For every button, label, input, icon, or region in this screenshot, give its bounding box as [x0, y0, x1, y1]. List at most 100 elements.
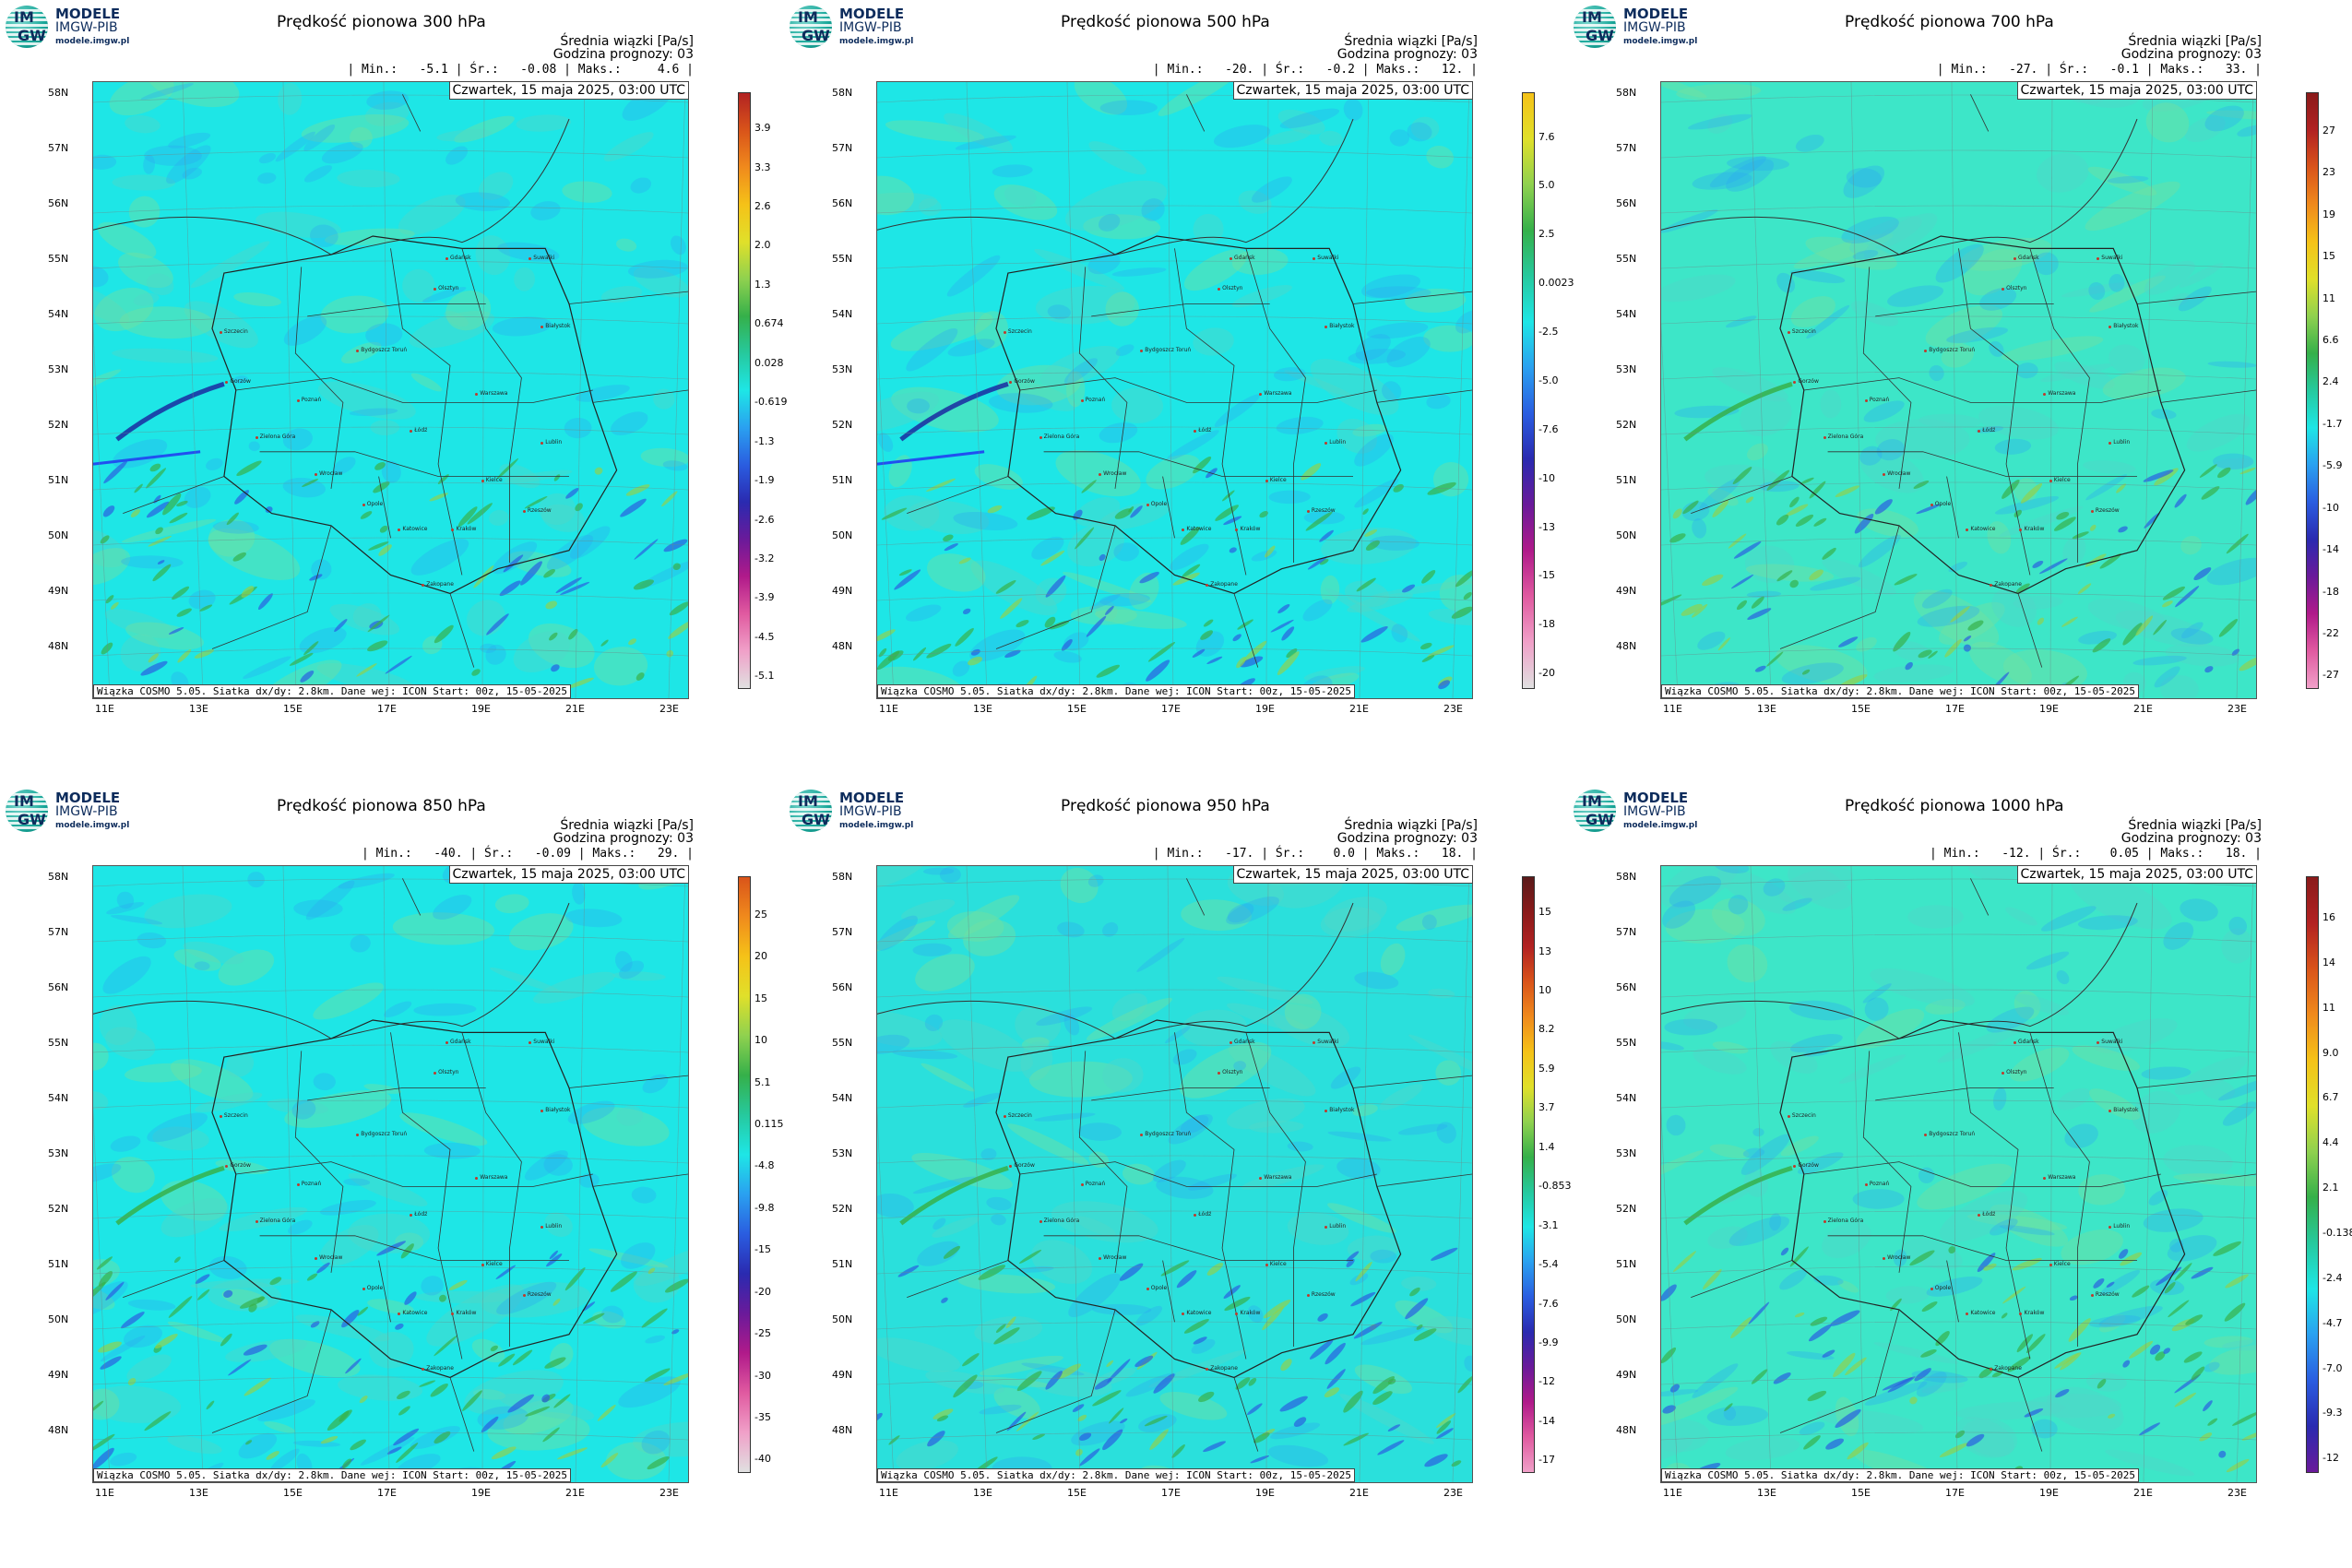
field-patch [1725, 1437, 1800, 1461]
coastline [93, 902, 570, 1039]
field-patch [93, 283, 130, 325]
field-patch [972, 1376, 1051, 1387]
lon-label: 11E [95, 1487, 114, 1499]
field-patch [955, 135, 1016, 150]
field-patch [238, 1432, 278, 1459]
wave-streak [2032, 560, 2044, 568]
field-patch [1067, 523, 1124, 567]
field-patch [1918, 1167, 1935, 1183]
city-label: Kielce [2049, 1260, 2071, 1267]
voivodeship-border [294, 1051, 344, 1273]
city-label: Suwałki [529, 1039, 555, 1046]
map-area[interactable]: Gdańsk Suwałki Olsztyn Szczecin Białystok Byd… [1660, 81, 2257, 699]
colorbar-tick-label: 3.7 [1538, 1101, 1555, 1114]
field-patch [1268, 490, 1311, 505]
field-patch [93, 548, 131, 586]
map-area[interactable]: Gdańsk Suwałki Olsztyn Szczecin Białystok Byd… [92, 865, 689, 1483]
city-label: Szczecin [1003, 1112, 1032, 1120]
lon-label: 11E [879, 703, 898, 715]
field-patch [144, 894, 232, 929]
wave-streak [395, 1323, 404, 1330]
wave-streak [169, 512, 188, 524]
wave-streak [1822, 1349, 1835, 1358]
field-patch [1271, 1004, 1350, 1048]
wave-streak [1324, 1342, 1346, 1365]
field-patch [1395, 1300, 1454, 1334]
map-area[interactable]: Gdańsk Suwałki Olsztyn Szczecin Białystok Byd… [1660, 865, 2257, 1483]
lat-label: 48N [48, 640, 69, 652]
model-info-label: Wiązka COSMO 5.05. Siatka dx/dy: 2.8km. … [1661, 684, 2139, 698]
map-area[interactable]: Gdańsk Suwałki Olsztyn Szczecin Białystok Byd… [876, 865, 1473, 1483]
map-area[interactable]: Gdańsk Suwałki Olsztyn Szczecin Białystok Byd… [92, 81, 689, 699]
country-border [1352, 291, 1472, 304]
city-label: Poznań [1080, 1180, 1106, 1187]
field-patch [248, 441, 260, 452]
city-label: Katowice [1182, 525, 1212, 532]
wave-streak [1293, 1417, 1307, 1427]
field-patch [1031, 1240, 1093, 1285]
wave-streak [103, 460, 128, 484]
field-patch [2213, 457, 2255, 470]
poland-border [995, 1019, 1402, 1379]
wave-streak [962, 608, 971, 615]
lat-label: 49N [1616, 1369, 1637, 1381]
voivodeship-border [1875, 303, 2054, 317]
field-patch [1795, 134, 1824, 152]
wave-streak [1747, 608, 1772, 621]
country-border [449, 1377, 475, 1452]
graticule-line [93, 1155, 688, 1164]
wave-streak [341, 1310, 360, 1328]
field-patch [1661, 1419, 1710, 1453]
voivodeship-border [461, 1032, 522, 1348]
field-patch [1396, 904, 1472, 932]
field-patch [1963, 248, 2023, 296]
map-area[interactable]: Gdańsk Suwałki Olsztyn Szczecin Białystok Byd… [876, 81, 1473, 699]
voivodeship-border [1162, 1260, 1175, 1323]
field-patch [1320, 907, 1382, 938]
wave-streak [176, 500, 188, 507]
colorbar-tick-label: 15 [2322, 250, 2335, 263]
field-patch [126, 1354, 172, 1383]
field-patch [481, 1282, 591, 1318]
wave-streak [503, 554, 524, 573]
wave-streak [172, 586, 190, 600]
wave-streak [1247, 1403, 1263, 1416]
wave-streak [594, 467, 603, 475]
field-patch [1241, 1164, 1324, 1190]
wave-streak [1045, 575, 1066, 598]
wave-streak [1075, 1448, 1083, 1456]
city-label: Kielce [2049, 476, 2071, 483]
field-patch [1850, 301, 1898, 327]
field-patch [1339, 1394, 1434, 1444]
colorbar-tick-label: -4.7 [2322, 1316, 2343, 1329]
field-patch [546, 534, 594, 570]
country-border [592, 389, 688, 403]
wave-streak [1909, 1250, 1935, 1266]
colorbar-tick-label: 23 [2322, 166, 2335, 179]
lon-label: 15E [1851, 1487, 1871, 1499]
wave-streak [360, 511, 373, 519]
field-patch [1436, 1122, 1456, 1144]
city-label: Gorzów [1009, 1161, 1035, 1169]
field-patch [1439, 574, 1472, 612]
graticule-line [966, 82, 988, 698]
wave-streak [1387, 1424, 1401, 1431]
city-label: Kraków [1235, 525, 1261, 532]
wave-streak [2218, 619, 2239, 637]
wave-streak [2001, 1313, 2008, 1319]
graticule-line [1661, 1210, 2256, 1219]
wave-streak [1451, 606, 1472, 619]
field-patch [1661, 82, 1707, 99]
city-label: Opole [1930, 1285, 1952, 1292]
country-border [1186, 878, 1206, 916]
subtitle: Średnia wiązki [Pa/s] [1344, 818, 1478, 833]
wave-streak [1950, 606, 1970, 623]
city-label: Rzeszów [2090, 1290, 2120, 1298]
colorbar-tick-label: -10 [1538, 471, 1555, 484]
field-patch [1994, 438, 2032, 455]
wave-streak [1343, 1432, 1369, 1446]
field-patch [1798, 1152, 1844, 1175]
field-patch [890, 312, 993, 351]
city-label: Warszawa [1259, 390, 1292, 397]
voivodeship-border [390, 248, 463, 576]
